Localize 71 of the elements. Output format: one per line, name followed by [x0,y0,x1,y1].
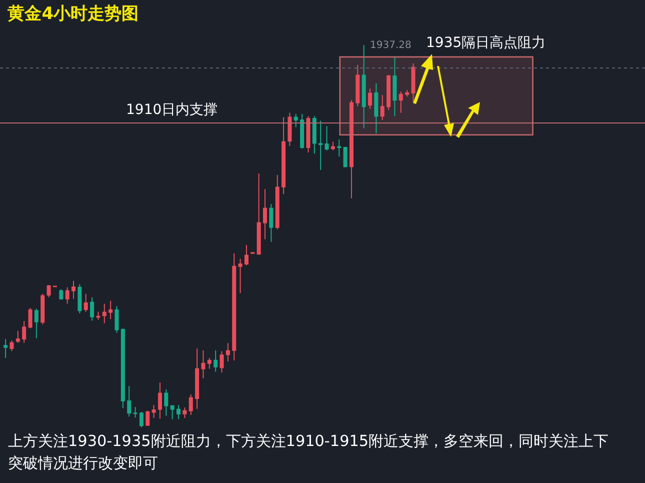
candlestick [250,252,255,254]
candlestick [226,342,230,362]
candlestick [269,204,274,242]
candlestick [214,350,218,372]
candlestick [220,350,224,374]
annotation: 1937.28 [370,40,412,51]
candlestick [96,311,100,320]
candlestick [133,406,138,418]
candlestick [238,258,242,294]
candlestick [392,56,397,117]
text: 上方关注1930-1935附近阻力，下方关注1910-1915附近支撑，多空来回，同时关注上下突破情况进行改变即可 [8,431,610,474]
candlestick [146,410,150,427]
candlestick [294,113,298,128]
candlestick [120,328,125,409]
candlestick [10,340,14,352]
candlestick [275,174,280,230]
candlestick [127,385,132,418]
candlestick [16,330,20,344]
candlestick [176,404,181,420]
candlestick [114,306,119,334]
candlestick [188,394,193,416]
chart-title: 黄金4小时走势图 [6,4,139,24]
candlestick [201,350,206,379]
candlestick [139,411,144,428]
candlestick [28,307,32,329]
candlestick [72,280,76,300]
candlestick [368,88,372,110]
candlestick [380,94,384,120]
candlestick [4,338,8,359]
candlestick [356,64,360,107]
candlestick [195,348,200,410]
candlestick [374,82,378,134]
candlestick [65,286,70,304]
ref-line-label: 1910日内支撑 [126,102,218,118]
candlestick [256,172,261,255]
candlestick [232,252,236,361]
candlestick [337,138,342,158]
candlestick [170,405,174,420]
candlestick [398,91,403,114]
candlestick [288,112,292,146]
candlestick [244,244,248,266]
candlestick [262,188,268,240]
candlestick [306,116,310,153]
candlestick [349,100,354,199]
candlestick [158,382,162,420]
candlestick [324,126,329,152]
candlestick [108,300,113,320]
candlestick [411,62,416,102]
candlestick [282,116,286,195]
candlestick [300,113,304,150]
candlestick [164,388,168,416]
candlestick [343,146,348,168]
candlestick [152,404,156,419]
candlestick [318,120,323,171]
candlestick [34,308,38,339]
candlestick [312,116,316,154]
candlestick [182,406,187,419]
candlestick [386,74,391,111]
candlestick [40,293,45,325]
candlestick [405,90,410,98]
candlestick [102,303,106,324]
candlestick [330,141,335,151]
candlestick [78,284,82,314]
band-label: 1935隔日高点阻力 [426,35,546,51]
candlestick [59,288,64,300]
candlestick [362,44,366,129]
candlestick [46,284,51,298]
candlestick [207,358,212,370]
candlestick [84,293,88,312]
candlestick [90,296,94,322]
candlestick [22,320,26,344]
